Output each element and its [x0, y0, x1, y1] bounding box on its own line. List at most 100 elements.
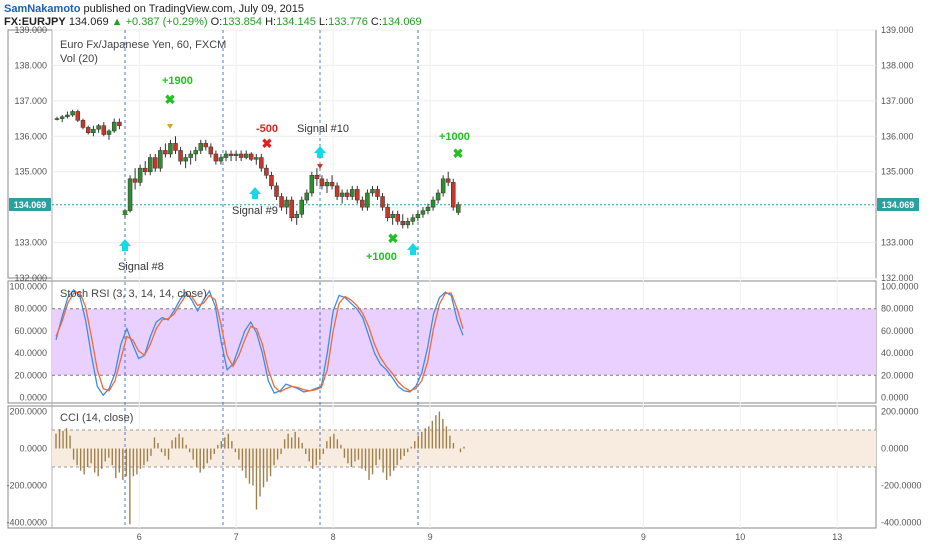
candle-body [269, 175, 274, 187]
candle-body [228, 153, 234, 157]
cci-tick-left: -200.0000 [6, 480, 47, 490]
stoch-tick-left: 80.0000 [14, 304, 47, 314]
candle-body [274, 185, 279, 197]
signal-10-label: Signal #10 [297, 123, 349, 135]
entry-marker-up-icon [122, 210, 128, 215]
candle-body [350, 189, 355, 197]
candle-body [264, 167, 269, 176]
candle-body [163, 150, 168, 155]
stoch-tick-left: 60.0000 [14, 326, 47, 336]
candle-body [168, 143, 173, 155]
price-tick-right: 136.000 [881, 131, 914, 141]
candle-body [254, 157, 259, 160]
high-label: H: [265, 16, 277, 28]
cci-tick-right: 200.0000 [881, 407, 919, 417]
candle-body [137, 167, 143, 183]
profit-d-label: +1000 [439, 131, 470, 143]
candle-body [319, 178, 325, 187]
candle-body [173, 143, 178, 151]
candle-body [223, 153, 229, 158]
candle-body [213, 153, 219, 162]
last-price: 134.069 [68, 16, 109, 28]
candle-body [106, 130, 112, 135]
candle-body [80, 120, 86, 128]
candle-body [360, 199, 365, 208]
high-value: 134.145 [276, 16, 316, 28]
profit-a-label: +1900 [162, 75, 193, 87]
loss-b-cross-icon: ✖ [262, 136, 273, 151]
candle-body [355, 189, 360, 201]
stoch-tick-left: 100.0000 [9, 282, 47, 292]
time-tick: 13 [832, 532, 842, 542]
signal-9-label: Signal #9 [232, 205, 278, 217]
cci-tick-left: 0.0000 [19, 444, 47, 454]
candle-body [445, 178, 451, 183]
candle-body [309, 175, 315, 194]
price-tick-left: 133.000 [14, 238, 47, 248]
stoch-tick-right: 80.0000 [881, 304, 914, 314]
cci-tick-right: -200.0000 [881, 480, 922, 490]
cci-histogram [55, 411, 465, 525]
signal-8-arrow-icon [119, 239, 131, 251]
publication-header: SamNakamoto published on TradingView.com… [4, 3, 304, 16]
grid-lines [52, 29, 876, 528]
open-label: O: [210, 16, 223, 28]
volume-label: Vol (20) [60, 53, 98, 65]
price-tick-left: 138.000 [14, 60, 47, 70]
stoch-tick-right: 100.0000 [881, 282, 919, 292]
price-tick-left: 137.000 [14, 96, 47, 106]
candle-body [158, 150, 163, 169]
stoch-pane-title: Stoch RSI (3, 3, 14, 14, close) [60, 288, 207, 300]
candle-body [183, 157, 188, 162]
price-change: +0.387 (+0.29%) [125, 16, 208, 28]
open-value: 133.854 [222, 16, 262, 28]
stoch-tick-right: 20.0000 [881, 370, 914, 380]
candle-body [203, 143, 209, 148]
stoch-tick-right: 0.0000 [881, 392, 909, 402]
signal-11-arrow-icon [407, 243, 419, 255]
price-tick-left: 135.000 [14, 167, 47, 177]
candle-body [111, 121, 117, 132]
candle-body [54, 118, 60, 120]
stoch-tick-left: 20.0000 [14, 370, 47, 380]
candle-body [385, 206, 390, 219]
quote-header: FX:EURJPY 134.069 ▲ +0.387 (+0.29%) O:13… [4, 16, 422, 29]
candle-body [304, 192, 310, 201]
author-link[interactable]: SamNakamoto [4, 3, 81, 15]
price-pane[interactable] [7, 29, 877, 279]
candle-body [289, 199, 294, 219]
candle-body [259, 157, 264, 169]
loss-b-label: -500 [256, 123, 278, 135]
close-label: C: [370, 16, 382, 28]
time-tick: 8 [331, 532, 336, 542]
candle-body [395, 213, 400, 222]
time-tick: 9 [641, 532, 646, 542]
candle-body [208, 146, 214, 155]
candle-body [370, 189, 375, 194]
candle-body [233, 153, 239, 157]
close-value: 134.069 [381, 16, 422, 28]
price-tick-right: 138.000 [881, 60, 914, 70]
price-tick-left: 132.000 [14, 273, 47, 283]
cci-tick-left: -400.0000 [6, 517, 47, 527]
stoch-band [52, 308, 876, 376]
candle-body [380, 196, 385, 208]
candle-body [329, 182, 335, 187]
candle-body [405, 221, 411, 226]
cci-axis: 200.0000 200.0000 0.0000 0.0000 -200.0000 -20… [6, 407, 921, 528]
candle-body [91, 128, 96, 133]
candle-body [188, 153, 193, 158]
candle-body [456, 204, 461, 213]
price-tick-right: 133.000 [881, 238, 914, 248]
stoch-series-line [55, 291, 464, 393]
entry-marker-down-icon [167, 124, 173, 129]
candle-body [178, 150, 183, 162]
low-label: L: [318, 16, 329, 28]
candle-body [435, 192, 441, 201]
candle-body [339, 192, 345, 197]
stoch-tick-right: 40.0000 [881, 348, 914, 358]
candle-body [314, 175, 320, 180]
candle-body [400, 221, 405, 226]
time-tick: 9 [428, 532, 433, 542]
